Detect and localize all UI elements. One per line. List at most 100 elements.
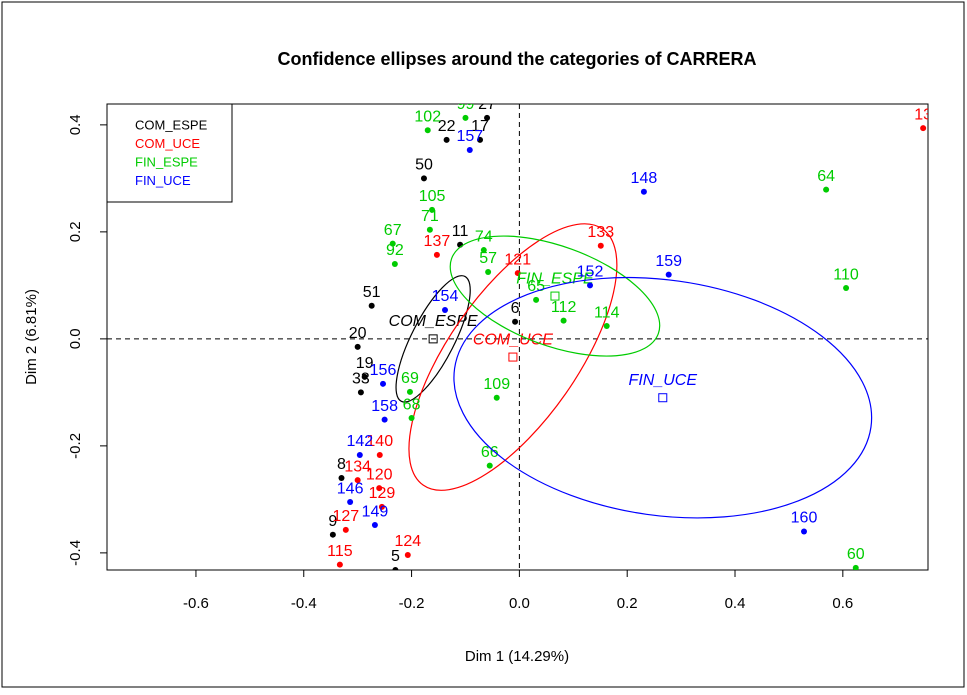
point: [406, 388, 413, 395]
y-tick-label: 0.4: [67, 114, 84, 135]
point: [433, 251, 440, 258]
point: [485, 268, 492, 275]
point: [347, 499, 354, 506]
x-tick-label: 0.4: [725, 595, 746, 612]
y-axis-label: Dim 2 (6.81%): [23, 289, 40, 385]
point-label: 133: [587, 224, 614, 241]
point-label: 67: [384, 222, 402, 239]
point: [357, 389, 364, 396]
point: [597, 242, 604, 249]
point-label: 17: [471, 118, 489, 135]
point-label: 114: [594, 304, 620, 321]
point-label: 115: [327, 543, 353, 560]
centroid: [550, 291, 560, 301]
point: [424, 127, 431, 134]
confidence-ellipse: [453, 276, 873, 519]
point: [466, 147, 473, 154]
point: [329, 531, 336, 538]
point-label: 146: [337, 480, 364, 497]
point: [391, 260, 398, 267]
point-label: 148: [631, 170, 658, 187]
y-tick-label: 0.0: [67, 328, 84, 349]
point: [512, 318, 519, 325]
point: [371, 522, 378, 529]
y-tick-label: 0.2: [67, 221, 84, 242]
point-label: 68: [403, 396, 421, 413]
point-label: 110: [833, 266, 859, 283]
x-axis-label: Dim 1 (14.29%): [465, 648, 569, 665]
point-label: 9: [328, 513, 337, 530]
point-label: 50: [415, 157, 433, 174]
point-label: 105: [419, 188, 446, 205]
point: [462, 114, 469, 121]
confidence-ellipse: [395, 275, 471, 403]
point-label: 20: [349, 325, 367, 342]
point-label: 64: [817, 168, 835, 185]
point: [338, 474, 345, 481]
point: [640, 188, 647, 195]
centroid: [428, 334, 438, 344]
legend-label: FIN_ESPE: [135, 154, 198, 169]
point: [378, 503, 385, 510]
point: [665, 271, 672, 278]
point: [603, 323, 610, 330]
point-label: 127: [332, 508, 359, 525]
point: [392, 567, 399, 570]
point-label: 27: [478, 96, 496, 113]
point-label: 8: [337, 456, 346, 473]
point-label: 109: [483, 376, 510, 393]
point: [587, 282, 594, 289]
point: [560, 317, 567, 324]
point: [420, 175, 427, 182]
point: [429, 206, 436, 213]
point-label: 5: [391, 548, 400, 565]
plot-box: [106, 103, 929, 571]
point: [484, 114, 491, 121]
point-label: 124: [394, 533, 421, 550]
point-label: 13: [914, 106, 932, 123]
point-label: 19: [356, 355, 374, 372]
x-tick-label: 0.0: [509, 595, 530, 612]
point: [823, 186, 830, 193]
point-label: 33: [352, 371, 370, 388]
point: [381, 416, 388, 423]
point-label: 69: [401, 370, 419, 387]
point: [356, 451, 363, 458]
point: [408, 415, 415, 422]
point: [852, 564, 859, 570]
point-label: 121: [504, 251, 531, 268]
centroid-label: COM_ESPE: [389, 313, 478, 330]
point: [477, 136, 484, 143]
chart-title: Confidence ellipses around the categorie…: [277, 49, 756, 69]
point-label: 51: [363, 284, 381, 301]
point-label: 149: [362, 503, 389, 520]
point-label: 22: [438, 118, 456, 135]
legend-label: COM_ESPE: [135, 117, 208, 132]
point-label: 66: [481, 444, 499, 461]
point: [336, 561, 343, 568]
point-label: 120: [366, 466, 393, 483]
point-label: 74: [475, 228, 493, 245]
point-label: 134: [344, 458, 371, 475]
point: [354, 477, 361, 484]
x-tick-label: -0.2: [399, 595, 425, 612]
point: [493, 394, 500, 401]
x-tick-label: -0.6: [183, 595, 209, 612]
point-label: 129: [369, 485, 396, 502]
point-label: 60: [847, 546, 865, 563]
point: [441, 306, 448, 313]
point: [480, 247, 487, 254]
point: [361, 373, 368, 380]
point: [376, 451, 383, 458]
legend-box: [106, 103, 233, 203]
point: [380, 380, 387, 387]
legend-label: FIN_UCE: [135, 173, 191, 188]
point-label: 6: [511, 300, 520, 317]
point-label: 157: [456, 128, 483, 145]
point-label: 158: [371, 398, 398, 415]
point-label: 142: [346, 433, 373, 450]
point-label: 154: [432, 288, 459, 305]
point: [389, 240, 396, 247]
point-label: 92: [386, 242, 404, 259]
